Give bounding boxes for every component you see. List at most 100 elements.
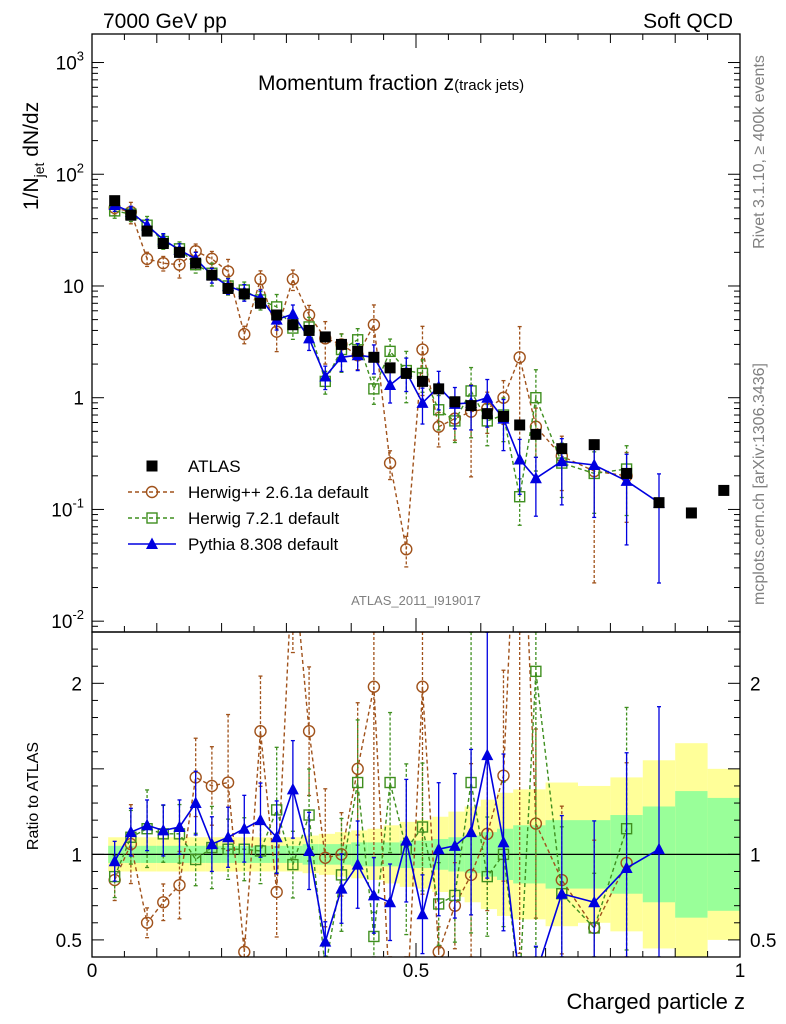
main-series: [108, 195, 730, 584]
series-line: [114, 207, 627, 550]
data-point: [303, 331, 316, 344]
y-axis-label-top: 1/Njet dN/dz: [20, 102, 47, 210]
data-point: [141, 225, 153, 237]
legend-label: Herwig 7.2.1 default: [188, 509, 339, 528]
y-tick-label: 10-2: [51, 607, 84, 633]
y-tick-base: 10: [56, 54, 77, 75]
data-point: [222, 282, 234, 294]
ratio-point: [319, 935, 332, 947]
legend-label: ATLAS: [188, 457, 241, 476]
ratio-point: [173, 820, 186, 832]
ratio-point: [400, 834, 413, 846]
data-point: [109, 195, 121, 207]
data-point: [530, 392, 542, 404]
ratio-point: [384, 776, 396, 789]
process-label: Soft QCD: [643, 10, 733, 33]
ratio-point: [254, 813, 267, 826]
data-point: [384, 345, 396, 358]
legend-item-herwig-2-6-1a-default: Herwig++ 2.6.1a default: [128, 483, 369, 502]
legend-item-pythia-8-308-default: Pythia 8.308 default: [128, 535, 339, 554]
data-point: [302, 308, 316, 322]
ratio-point: [302, 725, 316, 738]
data-point: [335, 350, 348, 363]
y-tick-exp: 3: [77, 49, 84, 64]
series-atlas: [109, 195, 730, 519]
x-tick-label: 1: [735, 961, 746, 982]
ratio-point: [238, 822, 251, 834]
data-point: [206, 269, 218, 281]
data-point: [368, 351, 380, 363]
legend-marker: [146, 460, 158, 472]
y-axis-label-ratio: Ratio to ATLAS: [25, 742, 42, 850]
data-point: [384, 362, 396, 374]
ratio-point: [287, 858, 299, 871]
data-point: [481, 408, 493, 420]
data-point: [173, 258, 186, 271]
y-axis-label-main: 1/N: [20, 177, 43, 210]
data-point: [221, 265, 235, 278]
ratio-point: [497, 835, 510, 848]
data-point: [416, 343, 429, 356]
data-point: [529, 471, 542, 484]
legend-marker: [145, 485, 159, 499]
data-point: [140, 252, 154, 266]
series-herwig-7-2-1-default: [108, 203, 633, 526]
data-point: [416, 396, 429, 408]
data-point: [125, 209, 137, 221]
data-point: [384, 378, 397, 390]
y-tick-label: 1: [73, 389, 84, 410]
ratio-y-tick-label-right: 0.5: [750, 931, 776, 952]
y-tick-label: 102: [56, 160, 84, 186]
data-point: [319, 331, 331, 343]
data-point: [254, 273, 267, 286]
data-point: [254, 297, 266, 309]
y-axis-label-sub: jet: [31, 163, 47, 179]
ratio-point: [319, 851, 332, 864]
analysis-id: ATLAS_2011_I919017: [351, 593, 481, 608]
y-tick-label: 103: [56, 49, 84, 75]
ratio-point: [448, 839, 461, 851]
data-point: [416, 375, 428, 387]
ratio-point: [173, 878, 186, 892]
data-point: [620, 474, 633, 486]
ratio-point: [432, 842, 445, 855]
plot-title: Momentum fraction z(track jets): [258, 72, 524, 95]
data-point: [335, 338, 347, 350]
ratio-y-tick-label: 1: [71, 845, 82, 866]
y-tick-base: 10: [51, 612, 72, 633]
data-point: [303, 324, 315, 336]
ratio-point: [238, 945, 251, 957]
data-point: [271, 309, 283, 321]
ratio-point: [653, 842, 665, 855]
data-point: [319, 369, 332, 382]
y-tick-label: 10: [63, 277, 84, 298]
data-point: [368, 383, 380, 395]
x-tick-label: 0.5: [403, 961, 429, 982]
x-axis-label: Charged particle z: [566, 989, 745, 1014]
plot-title-main: Momentum fraction: [258, 72, 444, 95]
y-axis-label-tail: dN/dz: [20, 102, 43, 163]
data-point: [190, 257, 202, 269]
plot-title-sub: (track jets): [454, 77, 524, 94]
beam-label: 7000 GeV pp: [103, 10, 227, 33]
legend-marker: [146, 512, 158, 524]
ratio-point: [351, 776, 364, 789]
ratio-point: [270, 885, 283, 899]
data-point: [367, 318, 381, 331]
data-point: [465, 400, 477, 412]
legend-label: Herwig++ 2.6.1a default: [188, 483, 369, 502]
data-point: [653, 497, 665, 509]
ratio-y-tick-label: 2: [71, 674, 82, 695]
y-tick-exp: 2: [77, 160, 84, 175]
ratio-point: [286, 782, 299, 795]
ratio-point: [620, 861, 633, 874]
ratio-point: [205, 837, 218, 850]
data-point: [400, 543, 413, 556]
data-point: [555, 454, 568, 467]
data-point: [238, 328, 251, 341]
data-point: [173, 246, 185, 258]
ratio-point: [124, 825, 137, 838]
data-point: [352, 345, 364, 357]
data-point: [497, 410, 509, 422]
ratio-point: [221, 776, 235, 789]
